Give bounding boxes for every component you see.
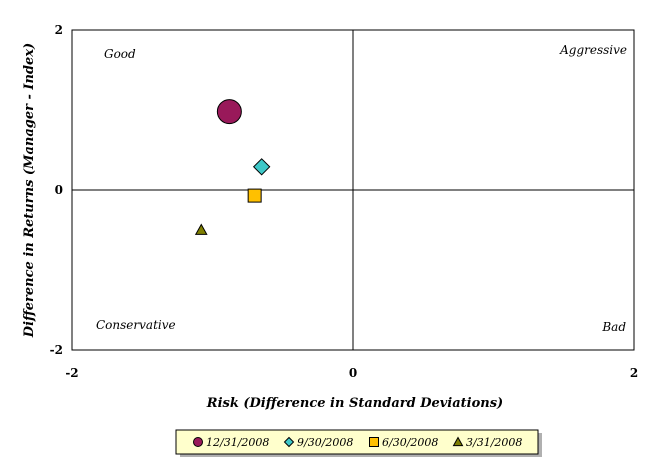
x-tick-label-right: 2 xyxy=(630,366,638,380)
x-tick-label-left: -2 xyxy=(65,366,78,380)
y-tick-label-middle: 0 xyxy=(55,183,63,197)
legend-symbol-square xyxy=(369,437,379,447)
y-tick-label-top: 2 xyxy=(55,23,63,37)
legend-symbol-triangle xyxy=(452,436,464,447)
legend-entry-3-31-2008: 3/31/2008 xyxy=(452,436,522,449)
legend-symbol-diamond xyxy=(283,436,295,448)
legend-label-6-30-2008: 6/30/2008 xyxy=(382,436,438,449)
quadrant-label-aggressive: Aggressive xyxy=(559,43,627,57)
quadrant-label-bad: Bad xyxy=(601,320,626,334)
data-point-triangle xyxy=(194,223,208,235)
y-tick-label-bottom: -2 xyxy=(50,343,63,357)
x-tick-label-middle: 0 xyxy=(349,366,357,380)
legend-entry-9-30-2008: 9/30/2008 xyxy=(283,436,353,449)
legend-box xyxy=(175,429,539,455)
legend-label-3-31-2008: 3/31/2008 xyxy=(466,436,522,449)
data-point-square xyxy=(247,188,262,203)
data-point-diamond xyxy=(252,158,271,176)
data-point-circle xyxy=(216,99,242,125)
quadrant-label-good: Good xyxy=(104,47,136,61)
legend-symbol-circle xyxy=(193,437,203,447)
legend-marker-diamond xyxy=(283,436,295,448)
legend-label-9-30-2008: 9/30/2008 xyxy=(297,436,353,449)
quadrant-label-conservative: Conservative xyxy=(96,318,176,332)
legend-entry-6-30-2008: 6/30/2008 xyxy=(369,436,438,449)
legend-marker-square xyxy=(369,437,379,447)
legend-label-12-31-2008: 12/31/2008 xyxy=(206,436,269,449)
y-axis-title: Difference in Returns (Manager - Index) xyxy=(22,43,37,338)
legend-marker-triangle xyxy=(452,436,464,447)
legend-marker-circle xyxy=(193,437,203,447)
data-points xyxy=(194,99,271,235)
x-axis-title: Risk (Difference in Standard Deviations) xyxy=(206,396,503,411)
legend-entry-12-31-2008: 12/31/2008 xyxy=(193,436,269,449)
